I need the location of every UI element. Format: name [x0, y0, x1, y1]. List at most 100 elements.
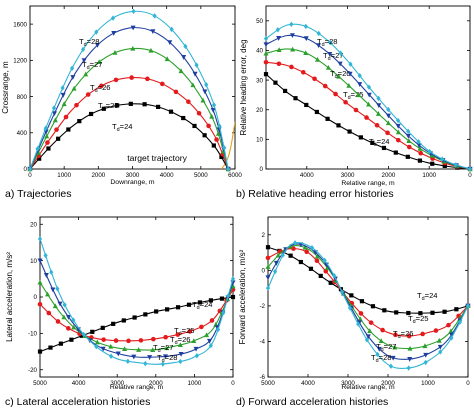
y-axis-label: Lateral acceleration, m/s²: [5, 252, 14, 342]
data-point-marker: [129, 75, 134, 80]
data-point-marker: [101, 106, 106, 111]
data-point-marker: [370, 304, 376, 309]
panel-d: 5000 4000 3000 2000 1000 0 -6 -4 -2 0 2 Relative ra…: [238, 216, 471, 391]
x-axis-label: Relative range, m: [341, 384, 395, 391]
data-point-marker: [300, 69, 306, 75]
data-point-marker: [324, 265, 330, 270]
data-point-marker: [126, 338, 131, 344]
x-axis-label: Downrange, m: [110, 179, 155, 186]
data-point-marker: [395, 129, 401, 135]
data-point-marker: [163, 334, 168, 340]
series-label: Td=25: [98, 101, 119, 112]
series-tf-24: Td=24: [265, 245, 471, 316]
data-point-marker: [160, 361, 166, 367]
data-point-marker: [70, 75, 76, 80]
x-axis-label: Relative range, m: [110, 384, 164, 391]
data-point-marker: [66, 127, 71, 132]
data-point-marker: [382, 308, 387, 313]
data-point-marker: [131, 354, 137, 360]
data-point-marker: [454, 307, 459, 312]
data-point-marker: [366, 84, 372, 90]
y-tick-label: -10: [28, 331, 38, 338]
data-point-marker: [51, 105, 57, 111]
data-point-marker: [136, 347, 142, 352]
data-point-marker: [181, 55, 187, 60]
data-point-marker: [368, 320, 374, 325]
data-point-marker: [110, 15, 116, 21]
data-point-marker: [337, 61, 343, 67]
data-point-marker: [394, 310, 399, 315]
data-point-marker: [339, 289, 345, 295]
data-point-marker: [46, 146, 51, 151]
data-point-marker: [197, 300, 203, 305]
data-point-marker: [453, 162, 458, 168]
data-point-marker: [416, 139, 421, 145]
data-point-marker: [304, 249, 309, 255]
x-tick-label: 2000: [149, 380, 163, 387]
panel-a: 0 1000 2000 3000 4000 5000 6000 0 400 800 1200 1600…: [1, 5, 242, 186]
data-point-marker: [100, 346, 106, 352]
series-tf-26: Td=26: [27, 45, 231, 172]
data-point-marker: [336, 123, 341, 128]
series-line: [266, 61, 470, 169]
y-tick-label: 30: [256, 77, 263, 84]
data-point-marker: [85, 92, 91, 97]
data-point-marker: [219, 296, 225, 301]
y-tick-label: 50: [256, 18, 263, 25]
data-point-marker: [230, 294, 236, 300]
data-point-marker: [316, 30, 321, 37]
data-point-marker: [322, 257, 327, 264]
data-point-marker: [290, 46, 296, 52]
data-point-marker: [328, 40, 333, 46]
data-point-marker: [226, 166, 231, 172]
data-point-marker: [303, 36, 309, 42]
y-tick-label: -2: [259, 303, 265, 310]
data-point-marker: [56, 136, 61, 141]
data-point-marker: [60, 92, 66, 98]
series-label: Td=26: [170, 335, 191, 346]
data-point-marker: [430, 161, 435, 166]
target-trajectory-line: [220, 121, 235, 169]
data-point-marker: [365, 334, 371, 340]
data-point-marker: [125, 358, 130, 365]
data-point-marker: [390, 355, 396, 361]
data-point-marker: [273, 260, 279, 266]
series-line: [268, 248, 468, 337]
y-tick-label: 20: [256, 107, 263, 114]
series-tf-27: Td=27: [27, 25, 231, 172]
data-point-marker: [417, 145, 423, 151]
data-point-marker: [208, 342, 213, 349]
data-point-marker: [37, 236, 43, 242]
series-line: [268, 242, 468, 369]
data-point-marker: [55, 319, 61, 324]
y-tick-label: 2: [262, 232, 266, 239]
x-tick-label: 0: [468, 172, 472, 179]
data-point-marker: [289, 21, 294, 28]
data-point-marker: [50, 287, 56, 293]
data-point-marker: [292, 240, 298, 246]
series-tf-28: Td=28: [27, 8, 231, 172]
data-point-marker: [437, 344, 443, 350]
series-label: Td=26: [330, 69, 351, 80]
y-tick-label: 10: [256, 137, 263, 144]
data-point-marker: [210, 107, 216, 113]
data-point-marker: [99, 83, 104, 89]
y-tick-label: 0: [260, 166, 264, 173]
data-point-marker: [169, 26, 174, 33]
data-point-marker: [90, 329, 95, 334]
y-tick-label: 20: [30, 221, 37, 228]
data-point-marker: [164, 56, 170, 62]
data-point-marker: [121, 318, 126, 323]
data-point-marker: [323, 268, 329, 274]
data-point-marker: [289, 33, 295, 39]
data-point-marker: [288, 253, 293, 258]
series-line: [268, 246, 468, 314]
data-point-marker: [343, 99, 348, 105]
data-point-marker: [418, 311, 423, 316]
series-label: Td=27: [376, 342, 397, 353]
data-point-marker: [348, 61, 353, 67]
data-point-marker: [263, 42, 269, 48]
data-point-marker: [193, 346, 199, 352]
data-point-marker: [280, 252, 285, 258]
x-tick-label: 1000: [422, 172, 436, 179]
